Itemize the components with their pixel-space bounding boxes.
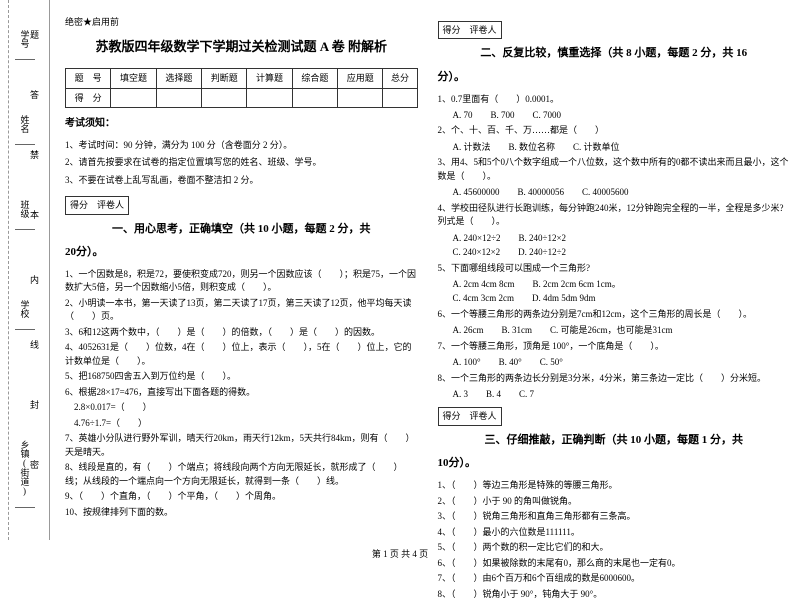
question: 2.8×0.017=（ ） bbox=[65, 401, 418, 415]
question: 4.76÷1.7=（ ） bbox=[65, 417, 418, 431]
question: 2、（ ）小于 90 的角叫做锐角。 bbox=[438, 495, 791, 509]
score-bar: 得分 评卷人 bbox=[65, 196, 129, 214]
score-table: 题 号 填空题 选择题 判断题 计算题 综合题 应用题 总分 得 分 bbox=[65, 68, 418, 108]
td bbox=[111, 88, 156, 107]
question: 1、0.7里面有（ ）0.0001。 bbox=[438, 93, 791, 107]
secret-label: 绝密★启用前 bbox=[65, 15, 418, 29]
options: A. 240×12÷2 B. 240÷12×2 C. 240×12×2 D. 2… bbox=[453, 231, 791, 260]
section3-suffix: 10分）。 bbox=[438, 455, 791, 473]
seal-da: 答 bbox=[28, 90, 41, 99]
td: 得 分 bbox=[66, 88, 111, 107]
exam-title: 苏教版四年级数学下学期过关检测试题 A 卷 附解析 bbox=[65, 37, 418, 58]
question: 4、4052631是（ ）位数，4在（ ）位上，表示（ ），5在（ ）位上，它的… bbox=[65, 341, 418, 368]
question: 6、根据28×17=476，直接写出下面各题的得数。 bbox=[65, 386, 418, 400]
options: A. 计数法 B. 数位名称 C. 计数单位 bbox=[453, 140, 791, 154]
notice-item: 2、请首先按要求在试卷的指定位置填写您的姓名、班级、学号。 bbox=[65, 155, 418, 169]
question: 1、（ ）等边三角形是特殊的等腰三角形。 bbox=[438, 479, 791, 493]
seal-feng: 封 bbox=[28, 400, 41, 409]
options: A. 70 B. 700 C. 7000 bbox=[453, 108, 791, 122]
question: 5、下面哪组线段可以围成一个三角形? bbox=[438, 262, 791, 276]
question: 7、英雄小分队进行野外军训，晴天行20km，雨天行12km，5天共行84km，则… bbox=[65, 432, 418, 459]
th: 总分 bbox=[383, 69, 417, 88]
question: 6、一个等腰三角形的两条边分别是7cm和12cm，这个三角形的周长是（ ）。 bbox=[438, 308, 791, 322]
th: 综合题 bbox=[292, 69, 337, 88]
question: 8、（ ）锐角小于 90°，钝角大于 90°。 bbox=[438, 588, 791, 601]
table-row: 得 分 bbox=[66, 88, 418, 107]
seal-nei: 内 bbox=[28, 275, 41, 284]
seal-mi: 密 bbox=[28, 460, 41, 469]
page-container: 学号 姓名 班级 学校 乡镇(街道) 题 答 禁 本 内 线 封 密 绝密★启用… bbox=[0, 0, 800, 540]
question: 2、小明读一本书，第一天读了13页，第二天读了17页，第三天读了12页，他平均每… bbox=[65, 297, 418, 324]
seal-xian: 线 bbox=[28, 340, 41, 349]
right-column: 得分 评卷人 二、反复比较，慎重选择（共 8 小题，每题 2 分，共 16 分）… bbox=[438, 15, 791, 535]
question: 4、学校田径队进行长跑训练，每分钟跑240米，12分钟跑完全程的一半，全程是多少… bbox=[438, 202, 791, 229]
question: 7、（ ）由6个百万和6个百组成的数是6000600。 bbox=[438, 572, 791, 586]
options: A. 2cm 4cm 8cm B. 2cm 2cm 6cm 1cm。 C. 4c… bbox=[453, 277, 791, 306]
th: 应用题 bbox=[338, 69, 383, 88]
td bbox=[202, 88, 247, 107]
question: 2、个、十、百、千、万……都是（ ） bbox=[438, 124, 791, 138]
notice-heading: 考试须知： bbox=[65, 116, 418, 132]
score-bar: 得分 评卷人 bbox=[438, 407, 502, 425]
question: 9、（ ）个直角，（ ）个平角，（ ）个周角。 bbox=[65, 490, 418, 504]
options: A. 3 B. 4 C. 7 bbox=[453, 387, 791, 401]
th: 题 号 bbox=[66, 69, 111, 88]
score-bar: 得分 评卷人 bbox=[438, 21, 502, 39]
seal-ti: 题 bbox=[28, 30, 41, 39]
vlabel-xuexiao: 学校 bbox=[15, 300, 35, 330]
section2-suffix: 分）。 bbox=[438, 69, 791, 87]
question: 8、线段是直的，有（ ）个端点；将线段向两个方向无限延长，就形成了（ ）线；从线… bbox=[65, 461, 418, 488]
question: 10、按规律排列下面的数。 bbox=[65, 506, 418, 520]
question: 7、一个等腰三角形，顶角是 100°，一个底角是（ ）。 bbox=[438, 340, 791, 354]
binding-dashline bbox=[8, 0, 9, 540]
th: 判断题 bbox=[202, 69, 247, 88]
section2-title: 二、反复比较，慎重选择（共 8 小题，每题 2 分，共 16 bbox=[438, 45, 791, 63]
th: 填空题 bbox=[111, 69, 156, 88]
notice-item: 1、考试时间：90 分钟，满分为 100 分（含卷面分 2 分）。 bbox=[65, 138, 418, 152]
section1-title: 一、用心思考，正确填空（共 10 小题，每题 2 分，共 bbox=[65, 221, 418, 239]
td bbox=[156, 88, 201, 107]
question: 3、（ ）锐角三角形和直角三角形都有三条高。 bbox=[438, 510, 791, 524]
seal-ben: 本 bbox=[28, 210, 41, 219]
question: 8、一个三角形的两条边长分别是3分米，4分米，第三条边一定比（ ）分米短。 bbox=[438, 372, 791, 386]
binding-margin: 学号 姓名 班级 学校 乡镇(街道) 题 答 禁 本 内 线 封 密 bbox=[0, 0, 50, 540]
td bbox=[247, 88, 292, 107]
td bbox=[292, 88, 337, 107]
options: A. 100° B. 40° C. 50° bbox=[453, 355, 791, 369]
question: 3、6和12这两个数中，（ ）是（ ）的倍数，（ ）是（ ）的因数。 bbox=[65, 326, 418, 340]
left-column: 绝密★启用前 苏教版四年级数学下学期过关检测试题 A 卷 附解析 题 号 填空题… bbox=[65, 15, 418, 535]
th: 选择题 bbox=[156, 69, 201, 88]
vlabel-xingming: 姓名 bbox=[15, 115, 35, 145]
question: 5、把168750四舍五入到万位约是（ ）。 bbox=[65, 370, 418, 384]
question: 4、（ ）最小的六位数是111111。 bbox=[438, 526, 791, 540]
page-footer: 第 1 页 共 4 页 bbox=[0, 547, 800, 560]
question: 1、一个因数是8，积是72，要使积变成720，则另一个因数应该（ ）；积是75，… bbox=[65, 268, 418, 295]
question: 3、用4、5和5个0八个数字组成一个八位数，这个数中所有的0都不读出来而且最小，… bbox=[438, 156, 791, 183]
section1-suffix: 20分）。 bbox=[65, 244, 418, 262]
seal-jin: 禁 bbox=[28, 150, 41, 159]
td bbox=[383, 88, 417, 107]
section3-title: 三、仔细推敲，正确判断（共 10 小题，每题 1 分，共 bbox=[438, 432, 791, 450]
table-row: 题 号 填空题 选择题 判断题 计算题 综合题 应用题 总分 bbox=[66, 69, 418, 88]
td bbox=[338, 88, 383, 107]
vlabel-xiangzhen: 乡镇(街道) bbox=[15, 440, 35, 508]
th: 计算题 bbox=[247, 69, 292, 88]
notice-item: 3、不要在试卷上乱写乱画，卷面不整洁扣 2 分。 bbox=[65, 173, 418, 187]
options: A. 26cm B. 31cm C. 可能是26cm，也可能是31cm bbox=[453, 323, 791, 337]
options: A. 45600000 B. 40000056 C. 40005600 bbox=[453, 185, 791, 199]
content-area: 绝密★启用前 苏教版四年级数学下学期过关检测试题 A 卷 附解析 题 号 填空题… bbox=[50, 0, 800, 540]
